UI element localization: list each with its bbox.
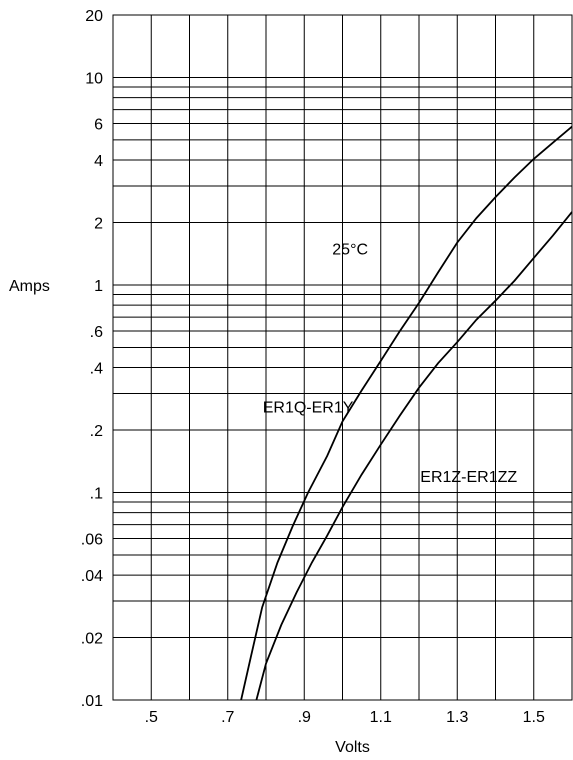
y-tick-label: .6 <box>90 324 103 341</box>
y-tick-label: 1 <box>94 278 103 295</box>
x-axis-label: Volts <box>335 739 370 756</box>
series-line <box>255 211 573 701</box>
annotations: 25°C ER1Q-ER1Y ER1Z-ER1ZZ <box>263 241 518 486</box>
vertical-gridlines <box>150 15 535 700</box>
y-tick-label: .2 <box>90 423 103 440</box>
chart-annotation: ER1Z-ER1ZZ <box>420 469 517 486</box>
y-tick-label: .4 <box>90 361 103 378</box>
series-line <box>240 125 573 701</box>
chart-annotation: 25°C <box>332 241 368 258</box>
y-tick-label: 6 <box>94 117 103 134</box>
x-tick-label: 1.3 <box>446 709 468 726</box>
y-tick-label: 4 <box>94 153 103 170</box>
y-tick-label: 20 <box>85 8 103 25</box>
y-tick-label: .1 <box>90 485 103 502</box>
y-axis-label: Amps <box>9 278 50 295</box>
series-curves <box>240 125 573 701</box>
x-tick-label: .7 <box>221 709 234 726</box>
x-tick-label: .5 <box>145 709 158 726</box>
y-tick-label: .04 <box>81 568 103 585</box>
y-tick-label: 2 <box>94 216 103 233</box>
plot-frame <box>112 14 573 701</box>
y-tick-labels: .01 .02 .04 .06 .1 .2 .4 .6 1 2 4 6 10 20 <box>81 8 103 710</box>
chart-annotation: ER1Q-ER1Y <box>263 399 354 416</box>
y-tick-label: .02 <box>81 631 103 648</box>
x-tick-label: 1.1 <box>370 709 392 726</box>
x-tick-label: 1.5 <box>523 709 545 726</box>
x-tick-labels: .5 .7 .9 1.1 1.3 1.5 <box>145 709 545 726</box>
y-tick-label: .06 <box>81 532 103 549</box>
x-tick-label: .9 <box>298 709 311 726</box>
y-tick-label: .01 <box>81 693 103 710</box>
y-tick-label: 10 <box>85 70 103 87</box>
